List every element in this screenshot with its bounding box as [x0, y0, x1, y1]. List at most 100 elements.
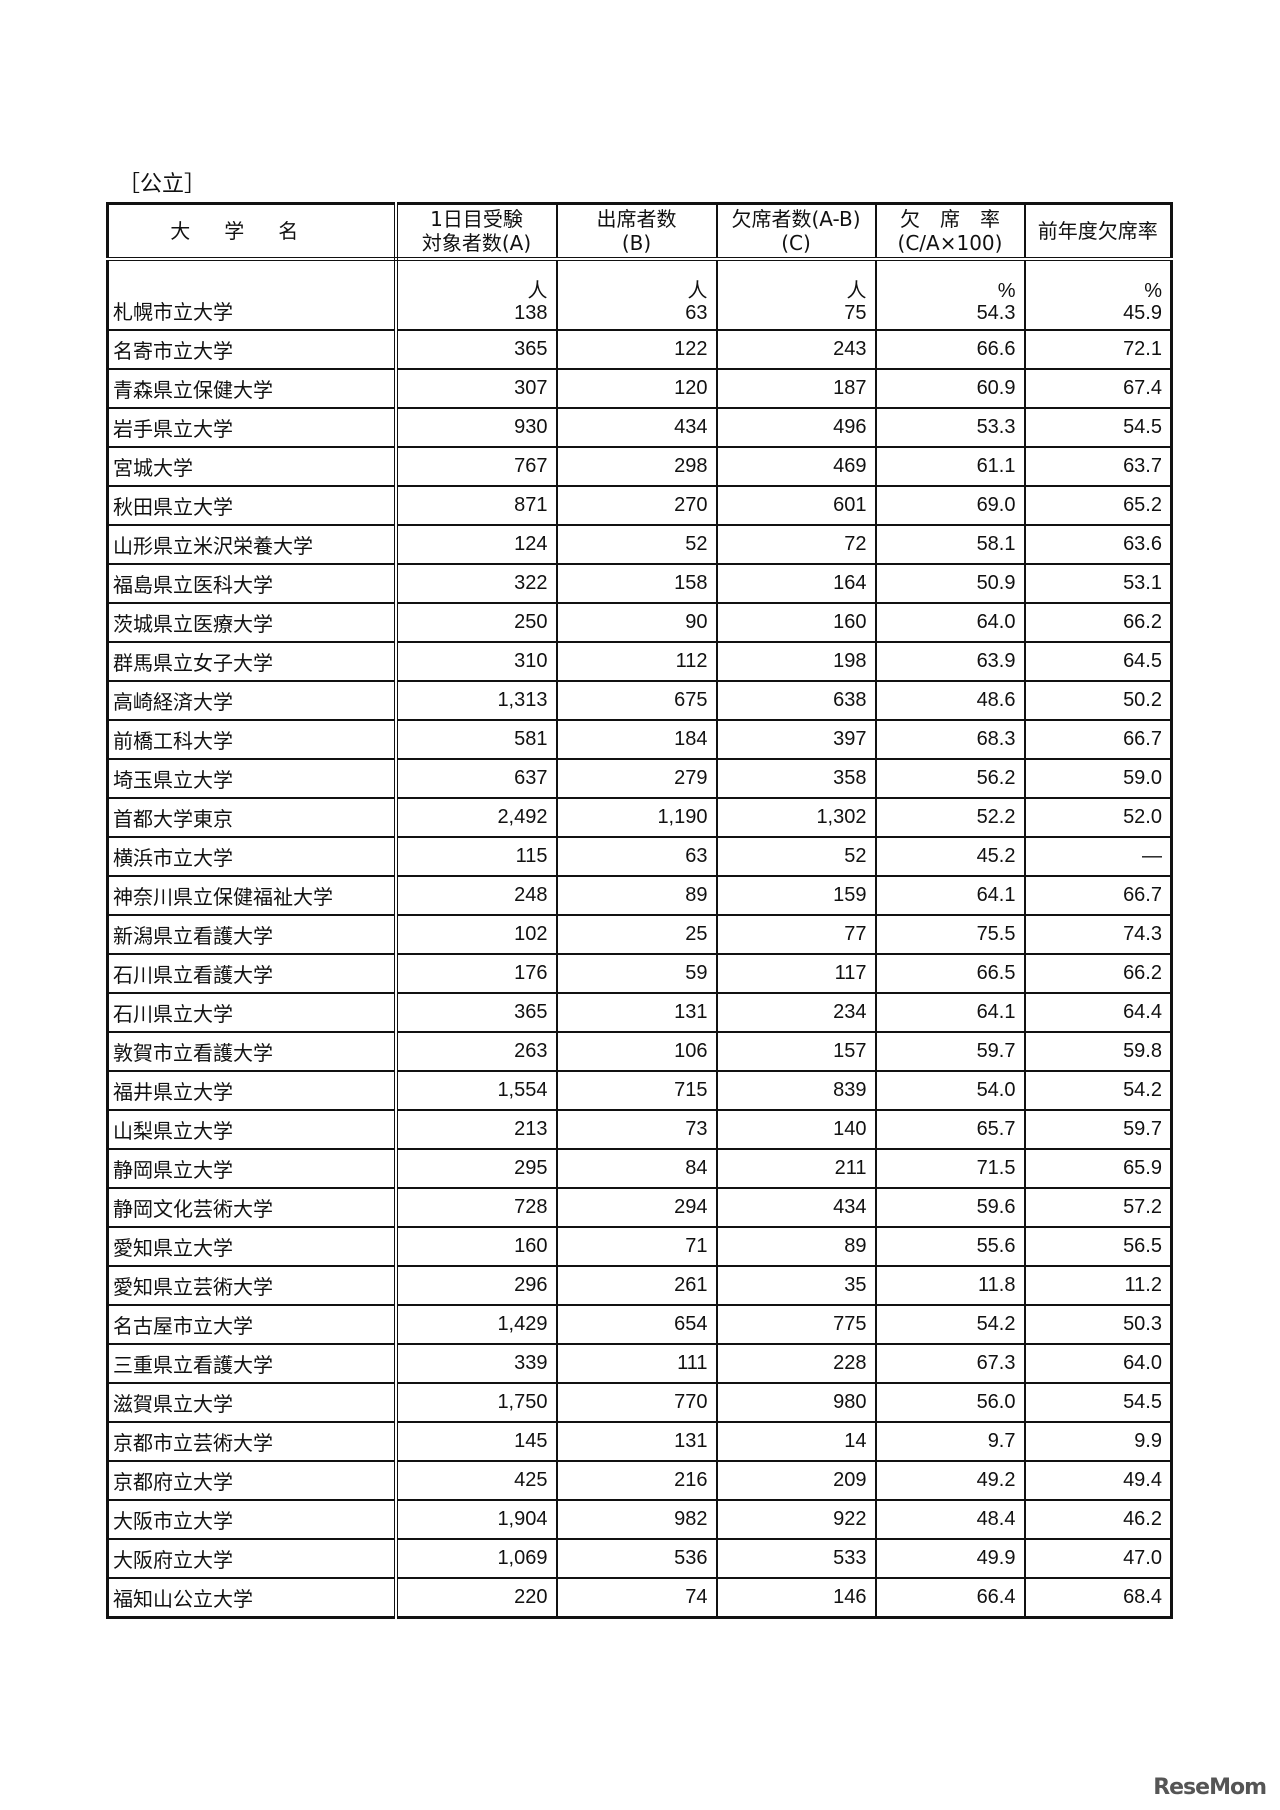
university-name: 横浜市立大学	[113, 846, 233, 870]
table-row: 福島県立医科大学 322 158 164 50.9 53.1	[106, 563, 1173, 604]
attendee-count-cell: 人 63	[555, 258, 718, 331]
university-name: 首都大学東京	[113, 807, 233, 831]
university-name-cell: 滋賀県立大学	[106, 1382, 398, 1423]
table-row: 宮城大学 767 298 469 61.1 63.7	[106, 446, 1173, 487]
absentee-count-cell: 14	[715, 1421, 877, 1462]
university-name-cell: 前橋工科大学	[106, 719, 398, 760]
target-count-cell: 1,554	[394, 1070, 558, 1111]
prev-absence-rate: 54.5	[1123, 416, 1162, 438]
absence-rate: 9.7	[987, 1430, 1016, 1452]
university-name-cell: 大阪市立大学	[106, 1499, 398, 1540]
absentee-count: 358	[833, 767, 867, 789]
attendee-count: 74	[685, 1586, 708, 1608]
absentee-count-cell: 117	[715, 953, 877, 994]
absence-rate: 60.9	[976, 377, 1016, 399]
target-count: 213	[514, 1118, 548, 1140]
prev-absence-rate: 65.2	[1123, 494, 1162, 516]
university-name: 青森県立保健大学	[113, 378, 273, 402]
university-name: 福島県立医科大学	[113, 573, 273, 597]
unit-label: 人	[687, 280, 708, 302]
target-count-cell: 728	[394, 1187, 558, 1228]
attendee-count: 111	[677, 1352, 708, 1374]
attendee-count: 216	[674, 1469, 708, 1491]
university-name: 三重県立看護大学	[113, 1353, 273, 1377]
prev-absence-rate-cell: 66.7	[1023, 719, 1173, 760]
prev-absence-rate-cell: 68.4	[1023, 1577, 1173, 1619]
target-count: 728	[514, 1196, 548, 1218]
prev-absence-rate-cell: 50.2	[1023, 680, 1173, 721]
attendee-count: 261	[674, 1274, 708, 1296]
attendee-count-cell: 270	[555, 485, 718, 526]
unit-label: %	[1144, 280, 1162, 302]
attendee-count: 770	[674, 1391, 708, 1413]
absence-rate: 54.0	[976, 1079, 1016, 1101]
attendee-count-cell: 84	[555, 1148, 718, 1189]
absentee-count-cell: 164	[715, 563, 877, 604]
university-name: 宮城大学	[113, 456, 193, 480]
prev-absence-rate-cell: 59.8	[1023, 1031, 1173, 1072]
prev-absence-rate-cell: 64.4	[1023, 992, 1173, 1033]
absence-rate-cell: 53.3	[874, 407, 1026, 448]
absentee-count: 211	[834, 1157, 867, 1179]
target-count: 365	[514, 1001, 548, 1023]
target-count: 365	[514, 338, 548, 360]
target-count-cell: 322	[394, 563, 558, 604]
absence-rate-cell: % 54.3	[874, 258, 1026, 331]
table-row: 首都大学東京 2,492 1,190 1,302 52.2 52.0	[106, 797, 1173, 838]
absence-rate: 49.2	[976, 1469, 1016, 1491]
target-count-cell: 213	[394, 1109, 558, 1150]
absentee-count: 922	[833, 1508, 867, 1530]
table-row: 名寄市立大学 365 122 243 66.6 72.1	[106, 329, 1173, 370]
attendee-count: 52	[685, 533, 708, 555]
attendee-count-cell: 111	[555, 1343, 718, 1384]
target-count: 1,554	[497, 1079, 548, 1101]
prev-absence-rate-cell: 64.5	[1023, 641, 1173, 682]
university-name: 大阪市立大学	[113, 1509, 233, 1533]
prev-absence-rate-cell: 54.5	[1023, 407, 1173, 448]
absentee-count: 159	[833, 884, 867, 906]
absentee-count: 89	[844, 1235, 867, 1257]
prev-absence-rate: 72.1	[1123, 338, 1162, 360]
absence-rate: 53.3	[976, 416, 1016, 438]
university-name: 京都府立大学	[113, 1470, 233, 1494]
prev-absence-rate-cell: 74.3	[1023, 914, 1173, 955]
absence-rate-cell: 48.6	[874, 680, 1026, 721]
table-row: 敦賀市立看護大学 263 106 157 59.7 59.8	[106, 1031, 1173, 1072]
absentee-count-cell: 140	[715, 1109, 877, 1150]
attendee-count: 434	[674, 416, 708, 438]
header-university: 大学名	[106, 202, 398, 261]
university-name-cell: 青森県立保健大学	[106, 368, 398, 409]
absentee-count: 187	[833, 377, 867, 399]
target-count-cell: 145	[394, 1421, 558, 1462]
table-row: 高崎経済大学 1,313 675 638 48.6 50.2	[106, 680, 1173, 721]
prev-absence-rate-cell: 66.7	[1023, 875, 1173, 916]
attendee-count-cell: 106	[555, 1031, 718, 1072]
resemom-logo: ReseMom	[1153, 1775, 1267, 1800]
absence-rate-cell: 64.1	[874, 875, 1026, 916]
target-count-cell: 365	[394, 329, 558, 370]
absentee-count: 397	[833, 728, 867, 750]
absence-rate-cell: 56.2	[874, 758, 1026, 799]
university-name-cell: 福島県立医科大学	[106, 563, 398, 604]
absentee-count-cell: 980	[715, 1382, 877, 1423]
prev-absence-rate: 54.2	[1123, 1079, 1162, 1101]
target-count: 248	[514, 884, 548, 906]
absentee-count-cell: 775	[715, 1304, 877, 1345]
attendee-count: 279	[674, 767, 708, 789]
university-name-cell: 福知山公立大学	[106, 1577, 398, 1619]
target-count: 930	[514, 416, 548, 438]
prev-absence-rate-cell: 72.1	[1023, 329, 1173, 370]
prev-absence-rate-cell: 11.2	[1023, 1265, 1173, 1306]
absentee-count: 117	[834, 962, 867, 984]
university-name-cell: 愛知県立芸術大学	[106, 1265, 398, 1306]
prev-absence-rate: 46.2	[1123, 1508, 1162, 1530]
prev-absence-rate-cell: ―	[1023, 836, 1173, 877]
absentee-count: 980	[833, 1391, 867, 1413]
prev-absence-rate: 45.9	[1123, 302, 1162, 324]
attendee-count: 84	[685, 1157, 708, 1179]
absence-rate: 58.1	[976, 533, 1016, 555]
university-name-cell: 宮城大学	[106, 446, 398, 487]
section-label: ［公立］	[118, 172, 207, 197]
absentee-count: 160	[833, 611, 867, 633]
target-count: 1,313	[497, 689, 548, 711]
